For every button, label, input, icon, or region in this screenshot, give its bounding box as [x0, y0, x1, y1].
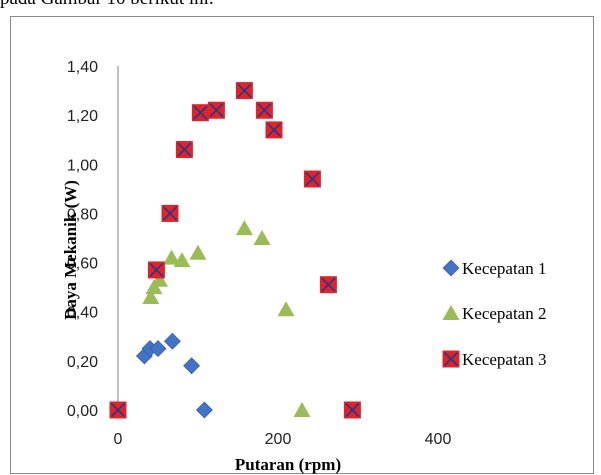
data-point — [142, 288, 160, 304]
data-point — [319, 276, 337, 294]
legend-marker — [442, 305, 460, 320]
x-tick-label: 400 — [425, 431, 452, 448]
y-tick-label: 1,20 — [67, 108, 98, 125]
y-tick-label: 0,80 — [67, 206, 98, 223]
data-points — [109, 82, 361, 419]
data-point — [147, 261, 165, 279]
legend: Kecepatan 1 Kecepatan 2 Kecepatan 3 — [442, 259, 546, 369]
legend-label: Kecepatan 1 — [462, 259, 546, 278]
legend-item: Kecepatan 3 — [442, 350, 546, 369]
legend-marker — [442, 350, 460, 368]
x-axis-ticks: 0 200 400 — [114, 431, 452, 448]
data-point — [195, 401, 213, 419]
data-point — [109, 401, 127, 419]
data-point — [161, 204, 179, 222]
legend-item: Kecepatan 1 — [442, 259, 546, 278]
caption-text: pada Gambar 10 berikut ini. — [0, 0, 601, 10]
x-tick-label: 0 — [114, 431, 123, 448]
data-point — [151, 271, 169, 287]
data-point — [343, 401, 361, 419]
data-point — [191, 104, 209, 122]
legend-item: Kecepatan 2 — [442, 304, 546, 323]
data-point — [149, 340, 167, 357]
data-point — [183, 357, 201, 375]
data-point — [255, 101, 273, 119]
data-point — [207, 101, 225, 119]
data-point — [163, 249, 181, 265]
data-point — [235, 82, 253, 100]
y-tick-label: 0,40 — [67, 305, 98, 322]
y-tick-label: 0,20 — [67, 354, 98, 371]
x-tick-label: 200 — [265, 431, 292, 448]
data-point — [189, 244, 207, 260]
y-tick-label: 0,00 — [67, 403, 98, 420]
legend-label: Kecepatan 2 — [462, 304, 546, 323]
series-1 — [135, 332, 213, 419]
x-axis-title: Putaran (rpm) — [235, 455, 341, 474]
y-tick-label: 1,40 — [67, 59, 98, 76]
chart-frame — [10, 16, 594, 474]
data-point — [303, 170, 321, 188]
data-point — [235, 220, 253, 236]
legend-marker — [442, 259, 460, 277]
y-tick-label: 1,00 — [67, 157, 98, 174]
legend-label: Kecepatan 3 — [462, 350, 546, 369]
data-point — [277, 301, 295, 317]
data-point — [265, 121, 283, 139]
series-2 — [142, 220, 311, 417]
y-axis-title: Daya Mekanik (W) — [61, 180, 80, 320]
data-point — [173, 252, 191, 268]
y-axis-ticks: 0,00 0,20 0,40 0,60 0,80 1,00 1,20 1,40 — [67, 59, 98, 420]
data-point — [253, 230, 271, 245]
data-point — [293, 402, 311, 417]
y-tick-label: 0,60 — [67, 256, 98, 273]
data-point — [175, 141, 193, 159]
data-point — [163, 332, 181, 350]
series-3 — [109, 82, 361, 419]
